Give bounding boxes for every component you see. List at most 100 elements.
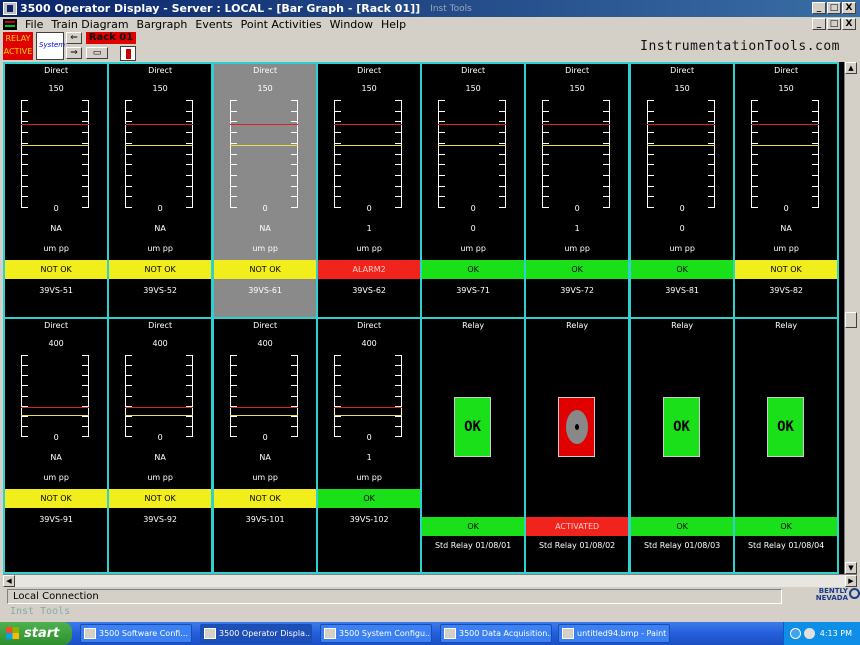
- bargraph-icon[interactable]: [120, 46, 136, 61]
- scroll-left-arrow-icon[interactable]: ◀: [3, 575, 15, 587]
- mdi-restore-button[interactable]: □: [827, 18, 841, 30]
- taskbar-button[interactable]: 3500 System Configu...: [320, 624, 432, 643]
- scale-tick: [82, 365, 89, 367]
- relay-cell[interactable]: Relay OK OK Std Relay 01/08/03: [629, 317, 736, 574]
- relay-indicator[interactable]: OK: [663, 397, 700, 457]
- window-title: 3500 Operator Display - Server : LOCAL -…: [20, 2, 421, 15]
- channel-cell[interactable]: Direct 150 0 1 um pp ALARM2 39VS-62: [316, 62, 423, 319]
- taskbar-button[interactable]: untitled94.bmp - Paint: [558, 624, 670, 643]
- scale-tick: [82, 164, 89, 166]
- scroll-down-arrow-icon[interactable]: ▼: [845, 562, 857, 574]
- taskbar-button[interactable]: 3500 Software Confi...: [80, 624, 192, 643]
- scale-tick: [334, 110, 341, 112]
- channel-mode-label: Direct: [253, 321, 278, 330]
- menu-point-activities[interactable]: Point Activities: [240, 17, 322, 31]
- scale-tick: [438, 196, 445, 198]
- rack-label[interactable]: Rack 01: [86, 32, 136, 44]
- scale-tick: [186, 395, 193, 397]
- scale-tick: [82, 436, 89, 437]
- channel-cell[interactable]: Direct 150 0 0 um pp OK 39VS-71: [420, 62, 527, 319]
- close-button[interactable]: X: [842, 2, 856, 14]
- start-button[interactable]: start: [0, 622, 72, 645]
- forward-arrow-icon[interactable]: ⇒: [66, 47, 82, 59]
- channel-cell[interactable]: Direct 400 0 NA um pp NOT OK 39VS-92: [107, 317, 214, 574]
- menu-window[interactable]: Window: [329, 17, 373, 31]
- scale-tick: [812, 110, 819, 112]
- menu-file[interactable]: File: [25, 17, 44, 31]
- channel-cell[interactable]: Direct 150 0 NA um pp NOT OK 39VS-82: [733, 62, 840, 319]
- channel-cell[interactable]: Direct 400 0 NA um pp NOT OK 39VS-91: [3, 317, 110, 574]
- relay-active-indicator[interactable]: RELAY ACTIVE: [3, 32, 33, 60]
- channel-cell[interactable]: Direct 150 0 0 um pp OK 39VS-81: [629, 62, 736, 319]
- scale-tick: [499, 142, 506, 144]
- channel-cell[interactable]: Direct 400 0 NA um pp NOT OK 39VS-101: [212, 317, 319, 574]
- danger-setpoint-line: [647, 123, 715, 125]
- menu-help[interactable]: Help: [381, 17, 407, 31]
- scale-tick: [230, 436, 237, 437]
- logo-line2: NEVADA: [815, 594, 848, 602]
- danger-setpoint-line: [125, 123, 193, 125]
- scale-tick: [230, 185, 237, 187]
- vertical-scroll-thumb[interactable]: [845, 312, 857, 328]
- scale-tick: [438, 164, 445, 166]
- document-icon[interactable]: [3, 18, 17, 30]
- channel-cell[interactable]: Direct 150 0 NA um pp NOT OK 39VS-51: [3, 62, 110, 319]
- menu-bargraph[interactable]: Bargraph: [136, 17, 188, 31]
- taskbar-button[interactable]: 3500 Data Acquisition...: [440, 624, 552, 643]
- vertical-scrollbar[interactable]: ▲ ▼: [844, 62, 857, 574]
- scale-tick: [438, 132, 445, 134]
- mdi-minimize-button[interactable]: _: [812, 18, 826, 30]
- bar-scale: [334, 100, 402, 208]
- relay-indicator[interactable]: [558, 397, 595, 457]
- relay-indicator[interactable]: OK: [454, 397, 491, 457]
- horizontal-scrollbar[interactable]: ◀ ▶: [3, 574, 857, 587]
- mdi-close-button[interactable]: X: [842, 18, 856, 30]
- network-icon[interactable]: [790, 628, 801, 639]
- channel-unit: um pp: [669, 244, 695, 253]
- scale-tick: [125, 164, 132, 166]
- transducer-icon[interactable]: ▭: [86, 47, 108, 59]
- relay-cell[interactable]: Relay OK OK Std Relay 01/08/04: [733, 317, 840, 574]
- app-icon[interactable]: [3, 2, 17, 15]
- window-title-bar[interactable]: 3500 Operator Display - Server : LOCAL -…: [0, 0, 860, 17]
- scale-tick: [438, 110, 445, 112]
- scale-tick: [812, 196, 819, 198]
- scale-tick: [186, 100, 193, 101]
- maximize-button[interactable]: □: [827, 2, 841, 14]
- channel-cell[interactable]: Direct 150 0 NA um pp NOT OK 39VS-52: [107, 62, 214, 319]
- scale-tick: [291, 153, 298, 155]
- scale-tick: [334, 121, 341, 123]
- scroll-up-arrow-icon[interactable]: ▲: [845, 62, 857, 74]
- scale-tick: [603, 196, 610, 198]
- menu-events[interactable]: Events: [195, 17, 233, 31]
- scale-tick: [21, 385, 28, 387]
- scroll-right-arrow-icon[interactable]: ▶: [845, 575, 857, 587]
- relay-cell[interactable]: Relay OK OK Std Relay 01/08/01: [420, 317, 527, 574]
- menu-train-diagram[interactable]: Train Diagram: [51, 17, 129, 31]
- relay-cell[interactable]: Relay ACTIVATED Std Relay 01/08/02: [524, 317, 631, 574]
- channel-cell[interactable]: Direct 150 0 NA um pp NOT OK 39VS-61: [212, 62, 319, 319]
- scale-tick: [21, 436, 28, 437]
- system-button[interactable]: System: [36, 32, 65, 60]
- back-arrow-icon[interactable]: ⇐: [66, 32, 82, 44]
- channel-status-badge: OK: [735, 517, 838, 536]
- scale-tick: [603, 132, 610, 134]
- relay-indicator[interactable]: OK: [767, 397, 804, 457]
- channel-mode-label: Relay: [775, 321, 798, 330]
- scale-tick: [542, 142, 549, 144]
- scale-tick: [395, 164, 402, 166]
- zero-scale-label: 0: [679, 204, 685, 213]
- channel-status-badge: OK: [318, 489, 421, 508]
- scale-tick: [291, 385, 298, 387]
- taskbar-button[interactable]: 3500 Operator Displa...: [200, 624, 312, 643]
- alert-setpoint-line: [230, 145, 298, 147]
- scale-tick: [499, 132, 506, 134]
- alert-setpoint-line: [334, 414, 402, 416]
- channel-cell[interactable]: Direct 150 0 1 um pp OK 39VS-72: [524, 62, 631, 319]
- channel-value: NA: [50, 224, 62, 233]
- channel-value: 0: [679, 224, 685, 233]
- minimize-button[interactable]: _: [812, 2, 826, 14]
- channel-cell[interactable]: Direct 400 0 1 um pp OK 39VS-102: [316, 317, 423, 574]
- channel-tag: Std Relay 01/08/02: [538, 541, 616, 550]
- volume-icon[interactable]: [804, 628, 815, 639]
